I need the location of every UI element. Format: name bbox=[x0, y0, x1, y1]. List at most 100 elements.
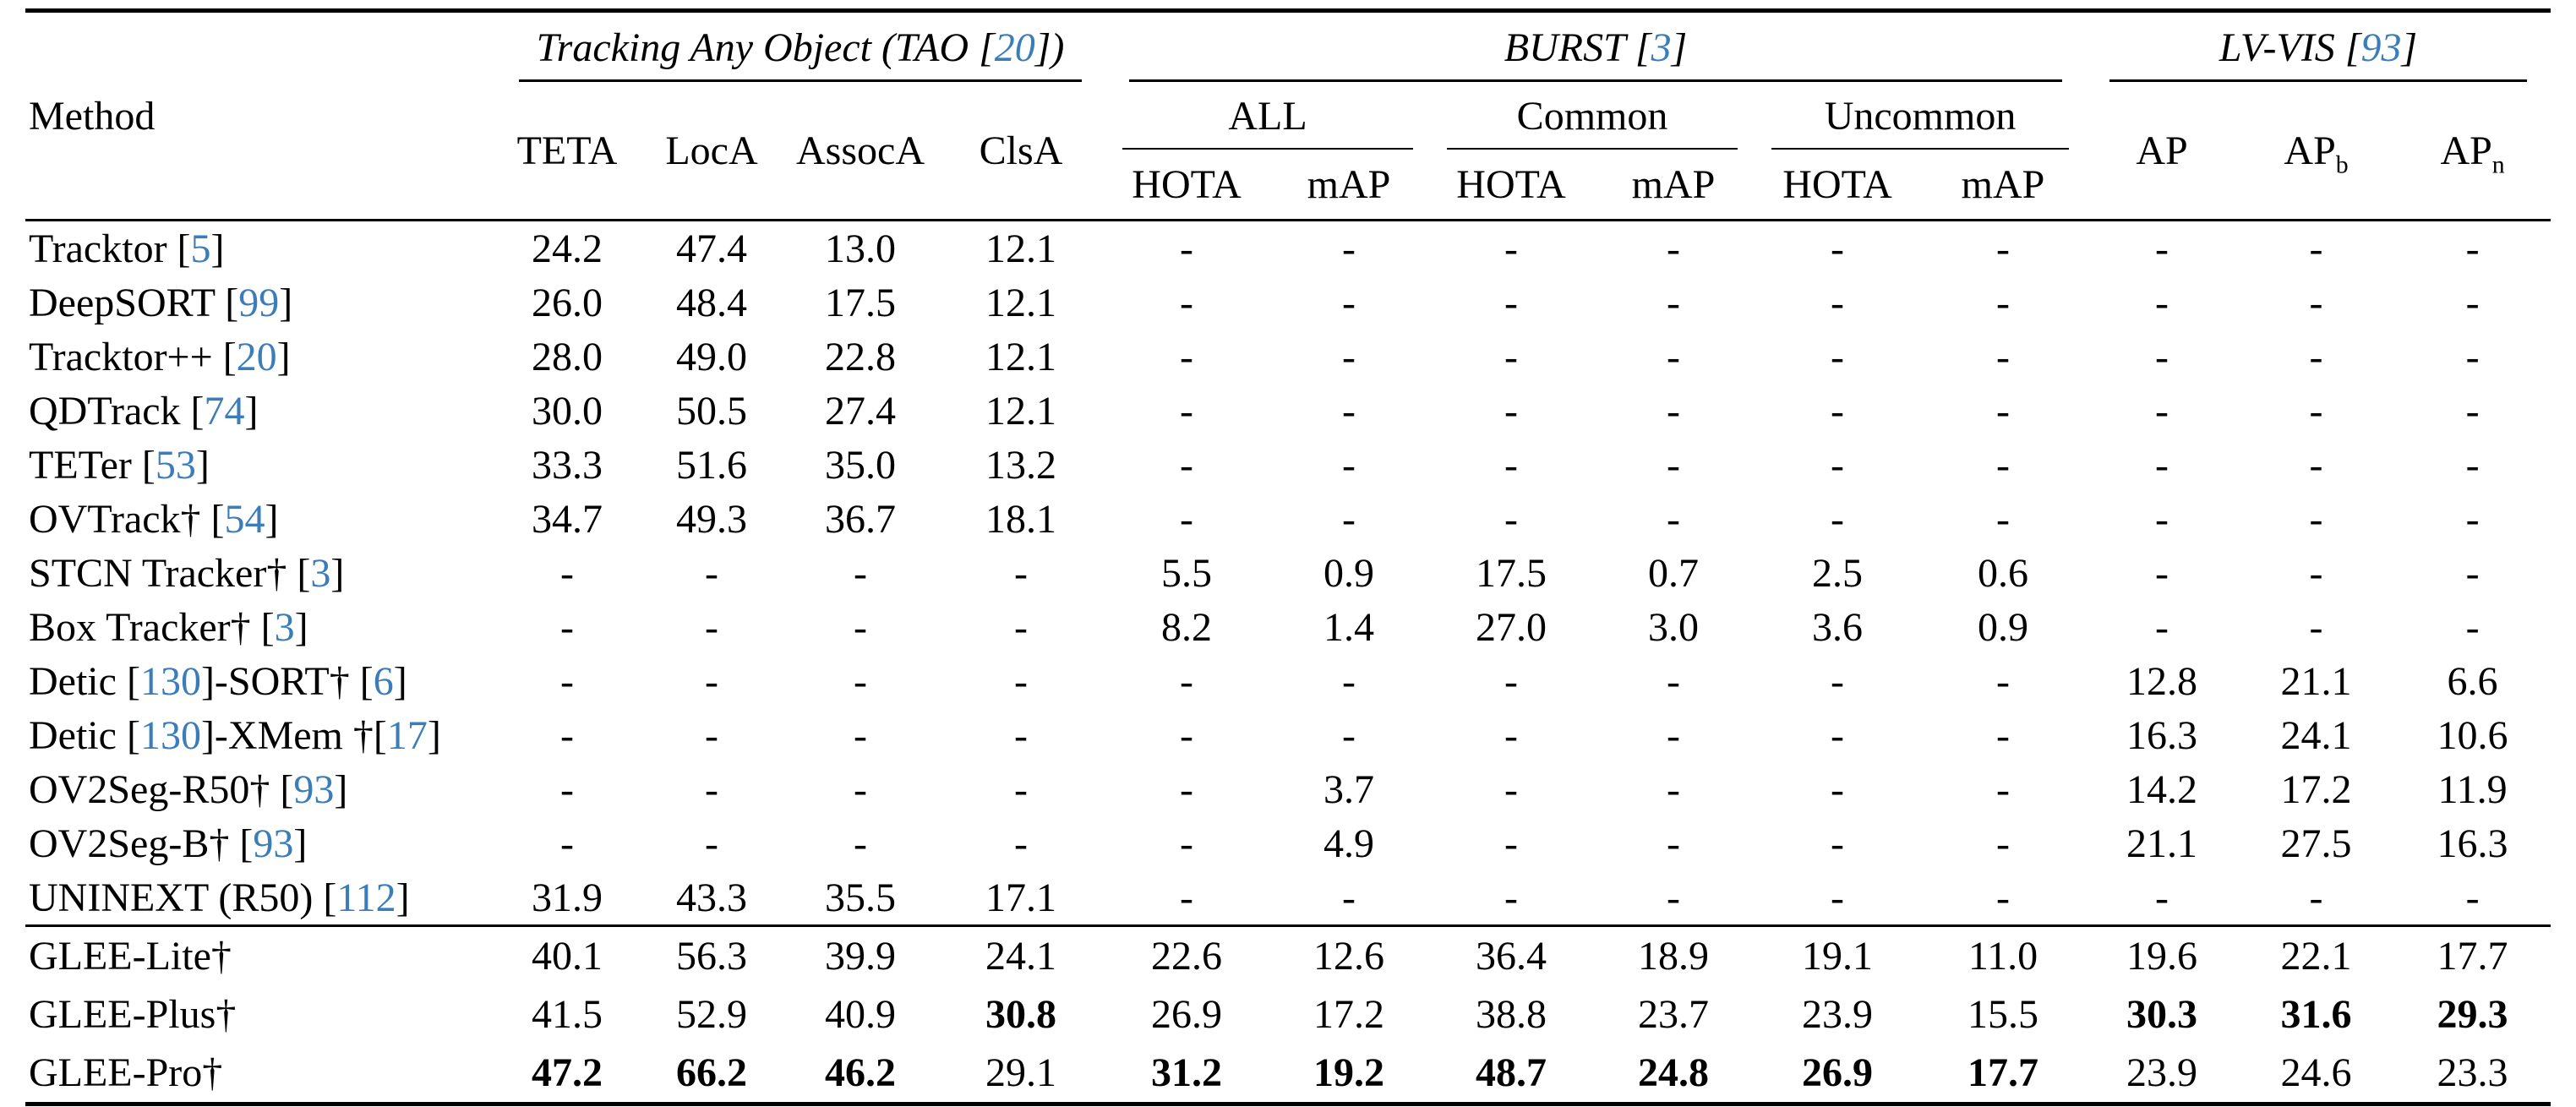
method-name-text: ] bbox=[427, 712, 441, 758]
metric-cell: - bbox=[1996, 226, 2011, 271]
metric-cell: - bbox=[1180, 875, 1193, 920]
group-tao-suffix: ]) bbox=[1034, 25, 1065, 70]
metric-cell: 56.3 bbox=[639, 924, 784, 985]
citation-link[interactable]: 3 bbox=[1651, 25, 1672, 70]
metric-cell: - bbox=[2155, 550, 2169, 596]
method-name-text: UNINEXT (R50) [ bbox=[29, 875, 337, 920]
table-row: Box Tracker† [3] - - - - 8.2 1.4 27.0 3.0 3.6 0.9 -… bbox=[25, 600, 2551, 654]
header-row-subgroups: TETA LocA AssocA ClsA ALL Common Uncommo… bbox=[25, 82, 2551, 177]
citation-link[interactable]: 5 bbox=[190, 226, 211, 271]
metric-cell: - bbox=[1504, 388, 1518, 434]
metric-cell: 48.7 bbox=[1476, 1050, 1547, 1095]
metric-cell: 29.1 bbox=[985, 1050, 1056, 1095]
metric-cell: 12.6 bbox=[1268, 924, 1431, 985]
method-name-text: QDTrack [ bbox=[29, 388, 205, 434]
method-name-text: ] bbox=[393, 658, 407, 704]
metric-cell: 19.6 bbox=[2086, 924, 2239, 985]
method-cell: OVTrack† [54] bbox=[25, 492, 495, 546]
metric-cell: - bbox=[2309, 442, 2323, 488]
metric-cell: - bbox=[1831, 875, 1844, 920]
metric-cell: - bbox=[2465, 334, 2480, 379]
metric-cell: - bbox=[1342, 226, 1356, 271]
citation-link[interactable]: 3 bbox=[310, 550, 331, 596]
method-name-text: ] bbox=[195, 442, 210, 488]
metric-cell: - bbox=[1996, 388, 2011, 434]
metric-cell: - bbox=[1014, 550, 1028, 596]
metric-cell: - bbox=[1180, 658, 1193, 704]
method-name-text: OV2Seg-B† [ bbox=[29, 821, 254, 866]
metric-cell: 30.3 bbox=[2126, 992, 2198, 1037]
metric-cell: 22.8 bbox=[825, 334, 896, 379]
metric-cell: 19.1 bbox=[1755, 924, 1921, 985]
citation-link[interactable]: 112 bbox=[336, 875, 396, 920]
method-name-text: ] bbox=[330, 550, 345, 596]
metric-cell: 12.1 bbox=[985, 226, 1056, 271]
metric-cell: - bbox=[1342, 388, 1356, 434]
method-name-text: Detic [ bbox=[29, 658, 140, 704]
table-row: GLEE-Pro† 47.2 66.2 46.2 29.1 31.2 19.2 48.7 24.… bbox=[25, 1044, 2551, 1104]
metric-cell: 26.9 bbox=[1802, 1050, 1874, 1095]
table-row: GLEE-Lite† 40.1 56.3 39.9 24.1 22.6 12.6 36.4 18… bbox=[25, 924, 2551, 985]
metric-cell: 27.0 bbox=[1476, 604, 1547, 650]
metric-cell: 41.5 bbox=[532, 992, 603, 1037]
citation-link[interactable]: 54 bbox=[224, 496, 265, 542]
metric-cell: - bbox=[854, 766, 867, 812]
metric-cell: - bbox=[705, 550, 718, 596]
metric-cell: 21.1 bbox=[2126, 821, 2198, 866]
metric-cell: 13.0 bbox=[825, 226, 896, 271]
metric-cell: - bbox=[1014, 658, 1028, 704]
metric-cell: - bbox=[2309, 280, 2323, 325]
metric-cell: - bbox=[2309, 334, 2323, 379]
citation-link[interactable]: 99 bbox=[238, 280, 280, 325]
metric-cell: 36.4 bbox=[1430, 924, 1593, 985]
citation-link[interactable]: 6 bbox=[373, 658, 394, 704]
burst-group-rule bbox=[1129, 79, 2063, 82]
metric-cell: - bbox=[560, 550, 574, 596]
citation-link[interactable]: 53 bbox=[155, 442, 196, 488]
metric-cell: 8.2 bbox=[1161, 604, 1213, 650]
citation-link[interactable]: 130 bbox=[139, 658, 201, 704]
metric-cell: - bbox=[1504, 334, 1518, 379]
subgroup-uncommon-label: Uncommon bbox=[1824, 93, 2017, 139]
metric-cell: 2.5 bbox=[1812, 550, 1864, 596]
metric-cell: - bbox=[2465, 388, 2480, 434]
metric-cell: 17.7 bbox=[1967, 1050, 2039, 1095]
col-header-map-all: mAP bbox=[1307, 161, 1391, 207]
citation-link[interactable]: 20 bbox=[994, 25, 1035, 70]
metric-cell: 12.1 bbox=[985, 280, 1056, 325]
method-cell: OV2Seg-B† [93] bbox=[25, 816, 495, 870]
metric-cell: - bbox=[2465, 226, 2480, 271]
lvvis-group-rule bbox=[2109, 79, 2528, 82]
metric-cell: 31.2 bbox=[1151, 1050, 1223, 1095]
col-header-assoca: AssocA bbox=[796, 128, 925, 173]
ap-base: AP bbox=[2136, 128, 2188, 173]
method-name-text: Box Tracker† [ bbox=[29, 604, 275, 650]
citation-link[interactable]: 74 bbox=[204, 388, 245, 434]
metric-cell: - bbox=[1342, 658, 1356, 704]
metric-cell: - bbox=[560, 604, 574, 650]
table-row: DeepSORT [99] 26.0 48.4 17.5 12.1 - - - - - - - - - bbox=[25, 275, 2551, 330]
citation-link[interactable]: 130 bbox=[139, 712, 201, 758]
metric-cell: 12.1 bbox=[985, 334, 1056, 379]
metric-cell: - bbox=[1180, 442, 1193, 488]
metric-cell: - bbox=[1667, 496, 1680, 542]
method-name-text: DeepSORT [ bbox=[29, 280, 239, 325]
metric-cell: - bbox=[1996, 875, 2011, 920]
citation-link[interactable]: 20 bbox=[236, 334, 277, 379]
metric-cell: - bbox=[1667, 875, 1680, 920]
table-header: Method Tracking Any Object (TAO [20]) BU… bbox=[25, 11, 2551, 221]
citation-link[interactable]: 93 bbox=[2360, 25, 2402, 70]
metric-cell: - bbox=[1996, 442, 2011, 488]
group-lvvis-label: LV-VIS [93] bbox=[2219, 25, 2417, 70]
citation-link[interactable]: 3 bbox=[274, 604, 295, 650]
citation-link[interactable]: 17 bbox=[386, 712, 428, 758]
metric-cell: 12.8 bbox=[2126, 658, 2198, 704]
metric-cell: 24.2 bbox=[532, 226, 603, 271]
method-name-text: GLEE-Plus† bbox=[29, 992, 237, 1037]
subgroup-header-uncommon: Uncommon bbox=[1755, 82, 2086, 150]
metric-cell: - bbox=[1667, 280, 1680, 325]
citation-link[interactable]: 93 bbox=[253, 821, 294, 866]
citation-link[interactable]: 93 bbox=[293, 766, 335, 812]
metric-cell: - bbox=[2309, 226, 2323, 271]
